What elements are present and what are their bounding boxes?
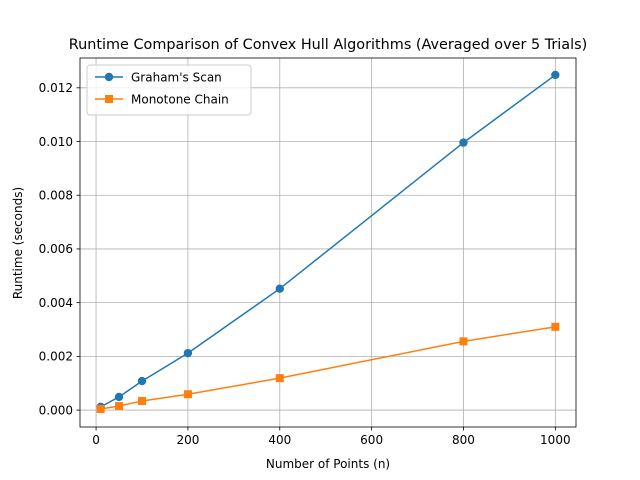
x-tick-label: 1000 (540, 433, 571, 447)
legend-box (86, 64, 252, 116)
series-layer (96, 70, 560, 414)
data-point-monotone-chain (275, 374, 284, 383)
data-point-monotone-chain (183, 390, 192, 399)
x-tick-label: 0 (92, 433, 100, 447)
data-point-monotone-chain (459, 337, 468, 346)
data-point-graham-s-scan (114, 392, 124, 402)
y-tick-label: 0.012 (39, 81, 73, 95)
x-tick-label: 400 (268, 433, 291, 447)
data-point-graham-s-scan (137, 376, 147, 386)
data-point-monotone-chain (551, 322, 560, 331)
y-tick-label: 0.002 (39, 350, 73, 364)
legend-label-monotone-chain: Monotone Chain (131, 92, 229, 106)
plot-area-frame (79, 57, 577, 428)
x-tick-label: 600 (360, 433, 383, 447)
grid (80, 58, 576, 427)
chart-title: Runtime Comparison of Convex Hull Algori… (69, 37, 587, 53)
legend: Graham's Scan Monotone Chain (86, 64, 252, 116)
x-tick-label: 200 (176, 433, 199, 447)
y-tick-label: 0.004 (39, 296, 73, 310)
y-tick-label: 0.010 (39, 135, 73, 149)
legend-marker-monotone-chain (105, 95, 113, 103)
x-axis-label: Number of Points (n) (266, 457, 390, 471)
data-point-graham-s-scan (183, 348, 193, 358)
legend-marker-graham-s-scan (104, 72, 114, 82)
data-point-monotone-chain (115, 402, 124, 411)
data-point-monotone-chain (96, 405, 105, 414)
x-tick-label: 800 (452, 433, 475, 447)
legend-label-graham-s-scan: Graham's Scan (131, 70, 222, 84)
axis-ticks: 0 200 400 600 800 1000 0.000 0.002 0.004 0.006 0.0… (39, 81, 571, 447)
data-point-graham-s-scan (275, 284, 284, 293)
data-point-graham-s-scan (551, 70, 560, 80)
data-point-monotone-chain (138, 396, 146, 405)
y-tick-label: 0.006 (39, 242, 73, 256)
y-tick-label: 0.000 (39, 403, 73, 417)
data-point-graham-s-scan (459, 138, 468, 147)
y-axis-label: Runtime (seconds) (11, 187, 25, 299)
y-tick-label: 0.008 (39, 189, 73, 203)
